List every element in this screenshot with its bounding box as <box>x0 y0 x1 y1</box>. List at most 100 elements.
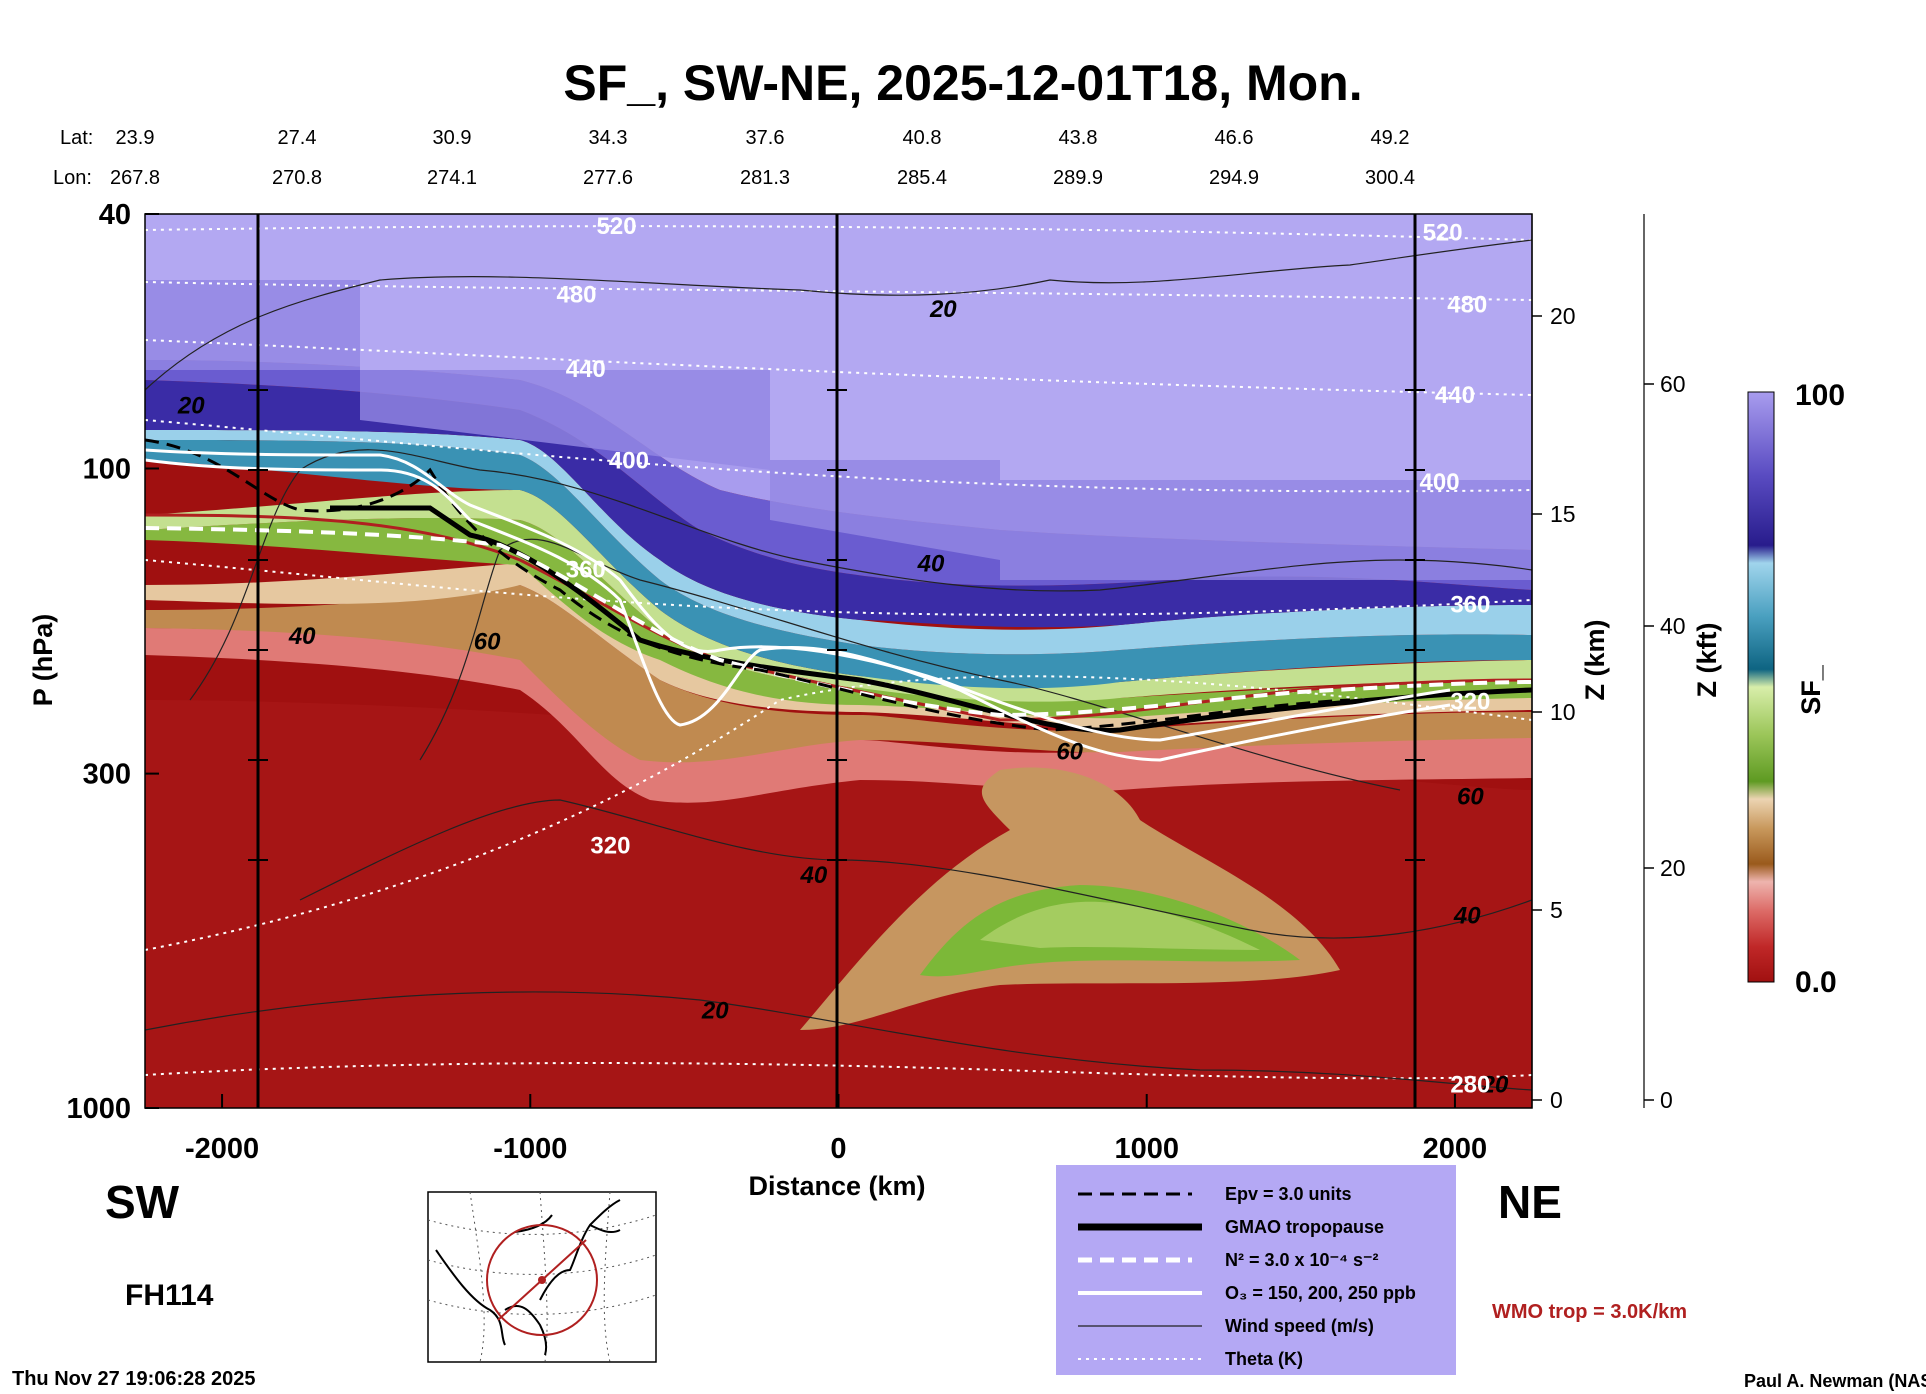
z-km-label: Z (km) <box>1580 620 1610 701</box>
theta-contour-label: 280 <box>1450 1071 1490 1098</box>
field-lightgreen-band <box>145 490 1532 702</box>
legend-item-label: O₃ = 150, 200, 250 ppb <box>1225 1283 1416 1303</box>
theta-contour-label: 480 <box>1447 291 1487 318</box>
wind-contour-label: 60 <box>474 629 501 656</box>
forecast-hour: FH114 <box>125 1279 214 1312</box>
theta-contour-label: 520 <box>1423 219 1463 246</box>
y-axis-label: P (hPa) <box>28 614 58 707</box>
lon-value: 267.8 <box>110 167 160 189</box>
vertical-tick-marks <box>248 389 1425 861</box>
wind-20-lower <box>145 991 1532 1091</box>
z-km-tick-label: 5 <box>1550 897 1563 923</box>
wmo-note: WMO trop = 3.0K/km <box>1492 1301 1687 1323</box>
lat-value: 34.3 <box>589 127 628 149</box>
lon-value: 270.8 <box>272 167 322 189</box>
lon-value: 289.9 <box>1053 167 1103 189</box>
legend: Epv = 3.0 units GMAO tropopause N² = 3.0 x… <box>1056 1165 1456 1375</box>
wind-contour-label: 20 <box>929 296 957 323</box>
lat-value: 27.4 <box>278 127 317 149</box>
theta-contour-label: 360 <box>566 556 606 583</box>
colorbar-ramp <box>1747 391 1775 983</box>
z-kft-label: Z (kft) <box>1692 623 1722 698</box>
wind-contour-label: 40 <box>288 623 316 650</box>
x-axis-ticks: -2000 -1000 0 1000 2000 <box>185 1094 1487 1165</box>
lon-value: 300.4 <box>1365 167 1415 189</box>
z-km-tick-label: 10 <box>1550 699 1576 725</box>
legend-line-samples <box>1078 1192 1202 1360</box>
x-tick-label: -2000 <box>185 1133 259 1165</box>
theta-contour-label: 440 <box>1435 382 1475 409</box>
wind-contour-label: 60 <box>1056 738 1083 765</box>
wind-contour-label: 20 <box>177 392 205 419</box>
field-brown-band <box>145 585 1532 763</box>
lat-lon-header: Lat: Lon: 23.9 27.4 30.9 34.3 37.6 40.8 43.8 46… <box>53 127 1415 189</box>
lat-value: 49.2 <box>1371 127 1410 149</box>
lon-value: 277.6 <box>583 167 633 189</box>
legend-item-label: GMAO tropopause <box>1225 1217 1384 1237</box>
author-credit: Paul A. Newman (NASA <box>1744 1371 1926 1391</box>
field-blue-band <box>145 440 1532 689</box>
theta-contour-label: 320 <box>590 833 630 860</box>
colorbar-min: 0.0 <box>1795 966 1837 999</box>
lon-value: 274.1 <box>427 167 477 189</box>
legend-item-label: N² = 3.0 x 10⁻⁴ s⁻² <box>1225 1250 1378 1270</box>
plot-area: 2020204040404060606020205204804404003603… <box>145 193 1532 1108</box>
lat-value: 30.9 <box>433 127 472 149</box>
theta-contour-label: 480 <box>556 281 596 308</box>
theta-360 <box>145 559 1532 616</box>
wind-contour-label: 40 <box>1453 903 1481 930</box>
lon-value: 285.4 <box>897 167 947 189</box>
colorbar-label: SF_ <box>1796 664 1826 715</box>
z-kft-tick-label: 60 <box>1660 371 1686 397</box>
colorbar: 100 0.0 SF_ <box>1747 379 1845 999</box>
theta-480 <box>145 281 1532 301</box>
theta-contour-label: 440 <box>566 356 606 383</box>
legend-item-label: Theta (K) <box>1225 1349 1303 1369</box>
timestamp: Thu Nov 27 19:06:28 2025 <box>12 1368 255 1390</box>
chart-title: SF_, SW-NE, 2025-12-01T18, Mon. <box>563 55 1362 111</box>
x-tick-label: -1000 <box>493 1133 567 1165</box>
y-tick-label: 40 <box>99 199 131 231</box>
z-km-tick-label: 0 <box>1550 1087 1563 1113</box>
field-pink-band <box>145 628 1532 803</box>
field-lightgreen-anvil <box>980 901 1260 950</box>
theta-400 <box>145 419 1532 493</box>
map-range-ring <box>486 1224 598 1336</box>
y-tick-label: 1000 <box>66 1093 131 1125</box>
o3-line-outer <box>145 458 1451 762</box>
z-km-axis: 20 15 10 5 0 Z (km) <box>1531 214 1610 1113</box>
x-tick-label: 1000 <box>1114 1133 1179 1165</box>
z-km-tick-label: 20 <box>1550 303 1576 329</box>
lat-label: Lat: <box>60 127 93 149</box>
direction-sw: SW <box>105 1176 180 1228</box>
theta-320 <box>145 675 1532 951</box>
map-coastline <box>435 1199 621 1356</box>
direction-ne: NE <box>1498 1176 1562 1228</box>
y-axis-ticks: 40 100 300 1000 <box>66 199 159 1125</box>
wind-contour-label: 40 <box>799 862 827 889</box>
field-lightblue-band <box>145 430 1532 655</box>
colorbar-max: 100 <box>1795 379 1845 412</box>
wind-contour-label: 20 <box>1459 193 1487 220</box>
lon-value: 281.3 <box>740 167 790 189</box>
y-tick-label: 300 <box>83 759 131 791</box>
theta-contour-label: 400 <box>1420 469 1460 496</box>
z-km-tick-label: 15 <box>1550 501 1576 527</box>
theta-520 <box>145 225 1532 241</box>
z-kft-tick-label: 20 <box>1660 855 1686 881</box>
x-axis-label: Distance (km) <box>748 1171 925 1201</box>
lat-value: 37.6 <box>746 127 785 149</box>
wind-contour-label: 20 <box>1481 1071 1509 1098</box>
z-kft-axis: 60 40 20 0 Z (kft) <box>1643 214 1722 1113</box>
z-kft-tick-label: 40 <box>1660 613 1686 639</box>
theta-440 <box>145 339 1532 396</box>
lon-label: Lon: <box>53 167 92 189</box>
theta-contour-label: 320 <box>1450 688 1490 715</box>
theta-contour-label: 520 <box>597 213 637 240</box>
legend-box <box>1056 1165 1456 1375</box>
lat-value: 46.6 <box>1215 127 1254 149</box>
x-tick-label: 2000 <box>1423 1133 1488 1165</box>
wind-20-upper <box>145 239 1532 391</box>
theta-contour-label: 360 <box>1450 592 1490 619</box>
legend-item-label: Wind speed (m/s) <box>1225 1316 1374 1336</box>
